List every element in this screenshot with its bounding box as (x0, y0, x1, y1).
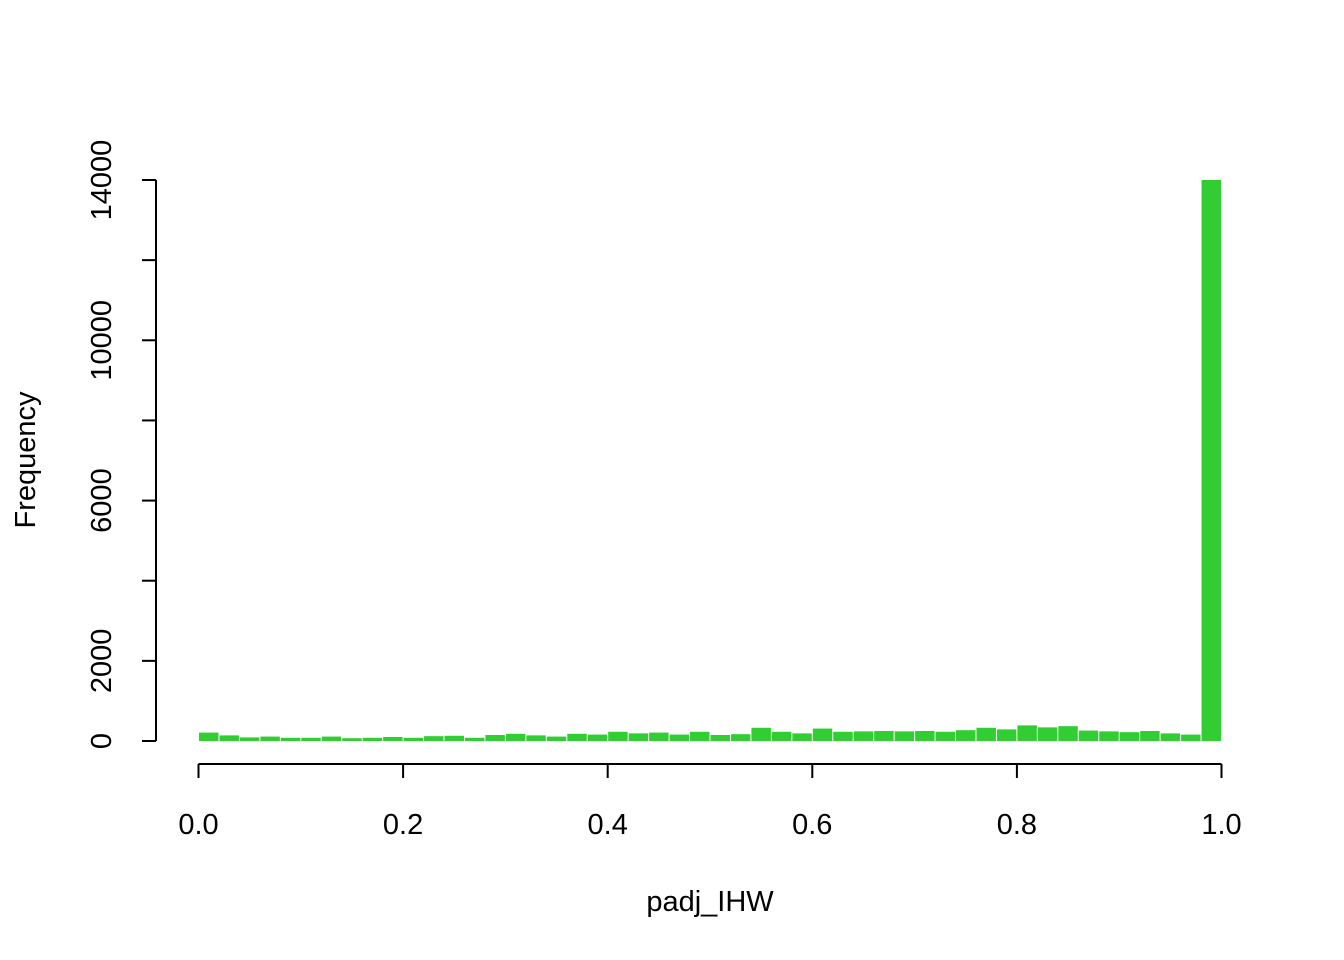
histogram-bar (1140, 730, 1160, 741)
histogram-bar (424, 736, 444, 741)
x-axis: 0.0 0.2 0.4 0.6 0.8 1.0 (178, 763, 1242, 841)
histogram-bar (1078, 730, 1099, 741)
histogram-bar (649, 732, 669, 741)
histogram-bar (587, 734, 608, 741)
x-axis-title: padj_IHW (646, 886, 774, 918)
histogram-bars (199, 180, 1221, 741)
histogram-bar (342, 738, 362, 741)
histogram-bar (935, 731, 956, 741)
histogram-bar (505, 733, 526, 741)
histogram-bar (1037, 727, 1058, 741)
histogram-bar (239, 737, 260, 741)
histogram-bar (526, 735, 546, 741)
histogram-bar (1119, 732, 1140, 741)
x-tick-label: 0.0 (178, 809, 218, 841)
histogram-bar (260, 736, 280, 741)
histogram-bar (1181, 734, 1201, 741)
histogram-bar (1058, 726, 1078, 741)
y-tick-label: 6000 (86, 468, 118, 533)
histogram-bar (1017, 725, 1037, 741)
histogram-bar (1201, 180, 1221, 741)
histogram-bar (383, 736, 403, 741)
histogram-bar (628, 733, 649, 741)
y-tick-label: 0 (86, 733, 118, 749)
histogram-bar (280, 737, 301, 741)
x-tick-label: 0.6 (792, 809, 832, 841)
histogram-bar (669, 734, 690, 741)
histogram-bar (771, 731, 792, 741)
x-tick-label: 0.2 (383, 809, 423, 841)
histogram-bar (812, 728, 833, 741)
histogram-bar (546, 736, 567, 741)
histogram-bar (403, 737, 424, 741)
histogram-bar (833, 731, 853, 741)
y-axis-title: Frequency (10, 391, 42, 529)
histogram-bar (199, 732, 219, 741)
histogram-bar (485, 734, 505, 741)
histogram-bar (608, 731, 628, 741)
histogram-bar (219, 735, 239, 741)
histogram-bar (792, 733, 812, 741)
histogram-bar (853, 731, 874, 741)
histogram-bar (956, 730, 976, 741)
histogram-bar (996, 729, 1017, 741)
histogram-bar (976, 727, 996, 741)
histogram-bar (321, 736, 342, 741)
histogram-bar (444, 735, 464, 741)
y-tick-label: 2000 (86, 629, 118, 694)
histogram-bar (362, 737, 383, 741)
y-axis: 0 2000 6000 10000 14000 (86, 140, 157, 749)
histogram-bar (567, 733, 587, 741)
histogram-bar (915, 730, 935, 741)
histogram-bar (464, 737, 485, 741)
x-tick-label: 1.0 (1201, 809, 1241, 841)
histogram-bar (1160, 733, 1181, 741)
histogram-bar (730, 734, 751, 741)
histogram-bar (894, 731, 915, 741)
histogram-bar (874, 730, 894, 741)
histogram-bar (751, 727, 771, 741)
histogram-bar (710, 734, 730, 741)
histogram-bar (301, 737, 321, 741)
histogram-bar (1099, 731, 1119, 741)
histogram-bar (690, 731, 710, 741)
y-tick-label: 10000 (86, 300, 118, 381)
y-tick-label: 14000 (86, 140, 118, 221)
x-tick-label: 0.4 (588, 809, 628, 841)
x-tick-label: 0.8 (997, 809, 1037, 841)
